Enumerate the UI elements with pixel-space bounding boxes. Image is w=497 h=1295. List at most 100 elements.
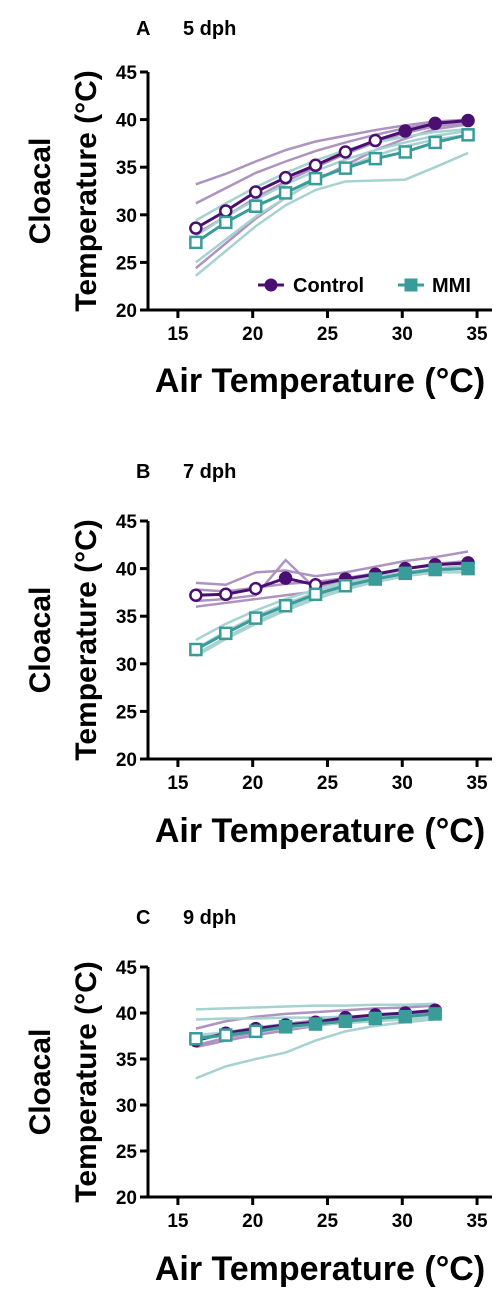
x-tick-label: 30 (392, 1211, 413, 1232)
x-tick-label: 20 (242, 773, 263, 794)
data-point-mmi (308, 171, 323, 186)
data-point-control (338, 145, 353, 159)
panel-title: 5 dph (183, 18, 236, 40)
y-axis-label-line2: Temperature (°C) (70, 70, 103, 311)
y-axis-label-line2: Temperature (°C) (70, 519, 103, 760)
data-point-mmi (189, 642, 203, 657)
x-axis-label: Air Temperature (°C) (155, 362, 485, 400)
legend: Control MMI (258, 275, 471, 297)
y-axis-label-line1: Cloacal (24, 587, 57, 694)
data-point-mmi (189, 1032, 203, 1046)
individual-line-mmi (195, 571, 469, 658)
y-tick-label: 20 (116, 1188, 137, 1209)
data-point-mmi (338, 1014, 353, 1029)
y-tick-label: 45 (116, 512, 138, 533)
data-point-mmi (278, 1020, 293, 1034)
data-point-mmi (219, 215, 233, 230)
x-tick-label: 35 (466, 773, 488, 794)
data-point-mmi (398, 145, 413, 159)
data-point-mmi (398, 566, 413, 581)
y-tick-label: 35 (116, 1050, 138, 1071)
y-tick-label: 40 (116, 111, 137, 132)
data-point-mmi (428, 562, 442, 577)
data-point-mmi (368, 572, 383, 586)
series-line-control (195, 119, 469, 230)
y-tick-label: 30 (116, 206, 137, 227)
data-point-mmi (219, 1028, 233, 1042)
x-tick-label: 35 (466, 1211, 488, 1232)
x-tick-label: 30 (392, 773, 413, 794)
data-point-mmi (278, 598, 293, 613)
y-axis-label-line1: Cloacal (24, 1029, 57, 1136)
panel-c: C 9 dph 20 25 30 35 40 45 15 20 25 30 35 Cloacal Tempe… (24, 907, 492, 1288)
x-tick-label: 25 (317, 773, 339, 794)
panel-b: B 7 dph 20 25 30 35 40 45 15 20 25 30 35 Cloacal Tempe… (24, 461, 492, 850)
data-point-mmi (308, 587, 323, 602)
data-point-mmi (368, 151, 383, 166)
data-point-mmi (248, 611, 263, 625)
y-tick-label: 20 (116, 750, 137, 771)
data-point-control (189, 221, 203, 235)
x-tick-label: 30 (392, 324, 413, 345)
x-tick-label: 20 (242, 1211, 263, 1232)
individual-line-control (195, 118, 469, 186)
panel-letter: B (136, 461, 150, 483)
data-point-mmi (428, 135, 442, 150)
y-tick-label: 25 (116, 253, 138, 274)
data-point-control (248, 185, 263, 199)
legend-label: Control (293, 275, 364, 297)
legend-marker (404, 278, 418, 292)
data-point-mmi (368, 1011, 383, 1026)
legend-label: MMI (432, 275, 471, 297)
y-tick-label: 45 (116, 958, 138, 979)
panel-letter: C (136, 907, 150, 929)
panel-letter: A (136, 18, 150, 40)
x-axis-label: Air Temperature (°C) (155, 1250, 485, 1288)
data-point-control (461, 113, 475, 128)
data-point-mmi (248, 199, 263, 213)
series-line-control (195, 561, 469, 597)
data-point-control (308, 158, 323, 173)
y-axis-label-line1: Cloacal (24, 138, 57, 245)
x-tick-label: 20 (242, 324, 263, 345)
y-tick-label: 40 (116, 560, 137, 581)
data-point-control (219, 587, 233, 602)
individual-line-control (195, 550, 469, 587)
y-tick-label: 25 (116, 702, 138, 723)
data-point-control (278, 170, 293, 185)
data-point-mmi (219, 626, 233, 641)
series-line-mmi (195, 567, 469, 651)
panel-a: A 5 dph 20 25 30 35 40 45 15 20 25 30 35 Cloacal Tempe… (24, 18, 492, 400)
data-point-mmi (278, 186, 293, 200)
data-point-mmi (338, 578, 353, 593)
x-axis-label: Air Temperature (°C) (155, 812, 485, 850)
y-axis-label-line2: Temperature (°C) (70, 961, 103, 1202)
data-point-control (368, 133, 383, 148)
y-tick-label: 30 (116, 655, 137, 676)
individual-line-mmi (195, 129, 469, 237)
data-point-mmi (248, 1024, 263, 1039)
x-tick-label: 35 (466, 324, 488, 345)
individual-line-mmi (195, 151, 469, 277)
data-point-control (428, 116, 442, 131)
data-point-mmi (461, 561, 475, 576)
data-point-mmi (338, 161, 353, 175)
y-tick-label: 45 (116, 63, 138, 84)
panel-title: 7 dph (183, 461, 236, 483)
data-point-mmi (428, 1007, 442, 1021)
data-point-control (398, 124, 413, 138)
y-tick-label: 35 (116, 607, 138, 628)
data-point-mmi (189, 235, 203, 250)
data-point-mmi (308, 1017, 323, 1031)
data-point-mmi (398, 1009, 413, 1024)
series-line-mmi (195, 133, 469, 244)
y-tick-label: 25 (116, 1142, 138, 1163)
panel-title: 9 dph (183, 907, 236, 929)
y-tick-label: 20 (116, 301, 137, 322)
data-point-mmi (461, 128, 475, 142)
y-tick-label: 35 (116, 158, 138, 179)
x-tick-label: 15 (167, 1211, 189, 1232)
individual-line-mmi (195, 127, 469, 222)
